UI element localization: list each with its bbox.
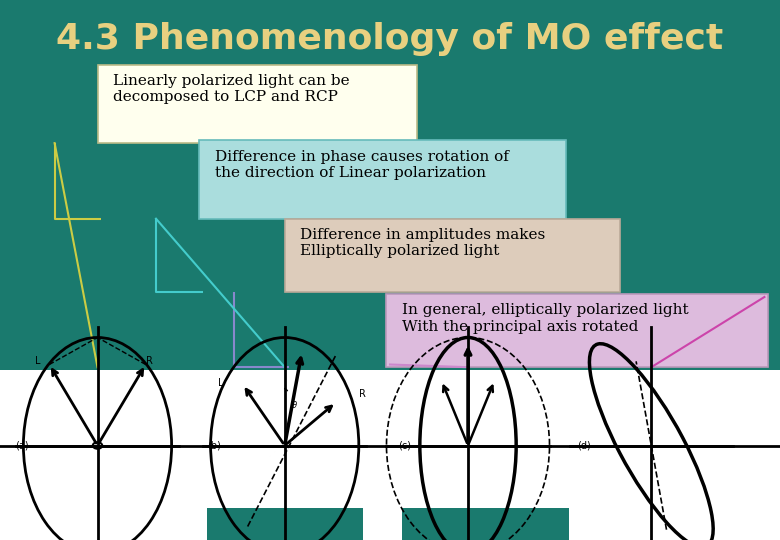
Text: 4.3 Phenomenology of MO effect: 4.3 Phenomenology of MO effect: [56, 22, 724, 56]
Text: L: L: [34, 356, 40, 366]
Text: R: R: [359, 389, 366, 399]
FancyBboxPatch shape: [402, 508, 569, 540]
Text: $\theta$: $\theta$: [291, 399, 298, 410]
Text: Linearly polarized light can be
decomposed to LCP and RCP: Linearly polarized light can be decompos…: [113, 74, 349, 104]
Text: (c): (c): [398, 441, 411, 450]
FancyBboxPatch shape: [98, 65, 417, 143]
Text: (b): (b): [207, 441, 221, 450]
FancyBboxPatch shape: [386, 294, 768, 367]
Text: (a): (a): [16, 441, 29, 450]
Text: Difference in amplitudes makes
Elliptically polarized light: Difference in amplitudes makes Elliptica…: [300, 228, 545, 258]
FancyBboxPatch shape: [0, 370, 780, 540]
FancyBboxPatch shape: [285, 219, 620, 292]
Text: In general, elliptically polarized light
With the principal axis rotated: In general, elliptically polarized light…: [402, 303, 688, 334]
Text: L: L: [218, 378, 224, 388]
Text: Difference in phase causes rotation of
the direction of Linear polarization: Difference in phase causes rotation of t…: [215, 150, 509, 180]
FancyBboxPatch shape: [207, 508, 363, 540]
Text: R: R: [146, 356, 153, 366]
FancyBboxPatch shape: [199, 140, 566, 219]
Text: (d): (d): [577, 441, 591, 450]
